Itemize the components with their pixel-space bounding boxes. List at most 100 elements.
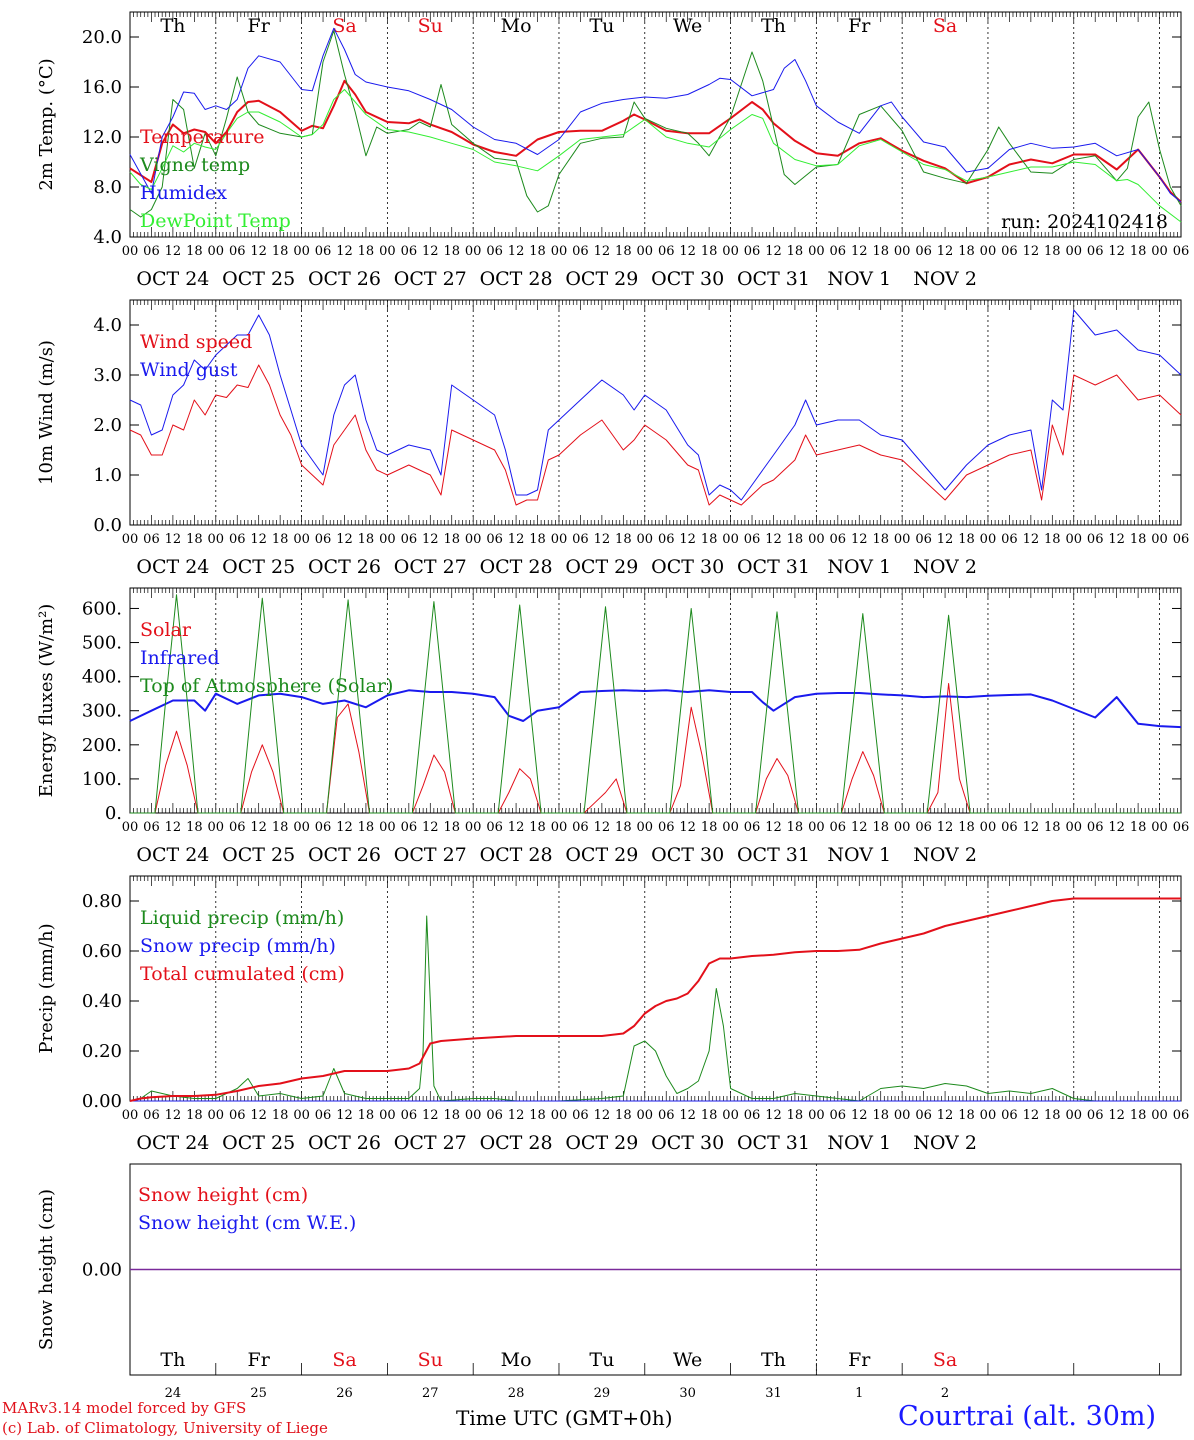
day-number: 28: [508, 1386, 525, 1401]
hour-label: 06: [915, 244, 932, 259]
panel-3: 0. 100. 200. 300. 400. 500. 600. Energy fluxes …: [36, 587, 1189, 866]
hour-label: 06: [658, 532, 675, 547]
hour-label: 12: [250, 244, 267, 259]
hour-label: 06: [744, 1108, 761, 1123]
hour-label: 00: [379, 244, 396, 259]
hour-label: 18: [186, 820, 203, 835]
date-label: OCT 29: [565, 844, 638, 866]
hour-label: 00: [465, 532, 482, 547]
y-tick-label: 20.0: [82, 27, 122, 48]
day-number: 26: [336, 1386, 353, 1401]
hour-label: 12: [250, 1108, 267, 1123]
hour-label: 12: [250, 820, 267, 835]
date-label: OCT 26: [308, 556, 381, 578]
hour-label: 00: [379, 532, 396, 547]
date-label: OCT 30: [651, 1132, 724, 1154]
hour-label: 18: [787, 1108, 804, 1123]
hour-label: 00: [379, 820, 396, 835]
hour-label: 00: [808, 532, 825, 547]
day-number: 25: [250, 1386, 267, 1401]
date-label: NOV 2: [913, 1132, 977, 1154]
hour-label: 12: [250, 532, 267, 547]
date-label: OCT 31: [737, 1132, 810, 1154]
hour-label: 12: [1023, 1108, 1040, 1123]
y-tick-label: 400.: [82, 667, 122, 688]
hour-label: 12: [336, 244, 353, 259]
date-label: NOV 1: [827, 556, 891, 578]
hour-label: 18: [958, 244, 975, 259]
hour-label: 18: [443, 1108, 460, 1123]
legend-entry: Liquid precip (mm/h): [140, 907, 344, 929]
date-label: OCT 31: [737, 556, 810, 578]
legend-entry: Solar: [140, 619, 192, 641]
day-name: Fr: [848, 15, 871, 37]
hour-label: 00: [551, 244, 568, 259]
hour-label: 12: [422, 1108, 439, 1123]
legend-entry: Snow precip (mm/h): [140, 935, 336, 957]
legend-entry: Vigne temp: [139, 154, 250, 176]
legend-entry: Temperature: [140, 126, 264, 148]
date-label: OCT 26: [308, 268, 381, 290]
day-number: 24: [165, 1386, 182, 1401]
hour-label: 00: [293, 1108, 310, 1123]
hour-label: 06: [572, 532, 589, 547]
date-label: NOV 2: [913, 268, 977, 290]
hour-label: 18: [272, 820, 289, 835]
hour-label: 06: [658, 1108, 675, 1123]
y-axis-label: Energy fluxes (W/m²): [36, 604, 57, 798]
legend-entry: DewPoint Temp: [140, 210, 291, 232]
day-name: Tu: [589, 1349, 614, 1371]
date-label: OCT 27: [394, 1132, 467, 1154]
day-number: 1: [855, 1386, 863, 1401]
hour-label: 00: [980, 1108, 997, 1123]
hour-label: 00: [722, 820, 739, 835]
hour-label: 12: [165, 244, 182, 259]
y-tick-label: 4.0: [93, 315, 122, 336]
y-axis-label: 2m Temp. (°C): [36, 58, 57, 190]
hour-label: 00: [551, 1108, 568, 1123]
y-axis-label: Snow height (cm): [36, 1189, 57, 1350]
hour-label: 06: [315, 532, 332, 547]
day-name: Tu: [589, 15, 614, 37]
day-name: Sa: [332, 1349, 356, 1371]
hour-label: 06: [658, 244, 675, 259]
hour-label: 18: [787, 244, 804, 259]
series-total-cumulated-cm-: [129, 897, 1181, 1102]
hour-label: 00: [980, 244, 997, 259]
hour-label: 00: [465, 820, 482, 835]
y-tick-label: 0.40: [82, 991, 122, 1012]
y-axis-label: Precip (mm/h): [36, 923, 57, 1053]
hour-label: 00: [208, 820, 225, 835]
date-label: NOV 2: [913, 556, 977, 578]
hour-label: 18: [615, 820, 632, 835]
hour-label: 18: [872, 244, 889, 259]
series-temperature: [129, 79, 1182, 203]
run-annotation: run: 2024102418: [1001, 211, 1168, 233]
hour-label: 00: [980, 820, 997, 835]
hour-label: 06: [572, 1108, 589, 1123]
hour-label: 12: [1108, 1108, 1125, 1123]
panel-1: 4.0 8.0 12.0 16.0 20.0 2m Temp. (°C) Th Fr Sa Su M…: [36, 11, 1189, 290]
day-name: Su: [418, 1349, 443, 1371]
date-label: NOV 2: [913, 844, 977, 866]
hour-label: 06: [1087, 532, 1104, 547]
hour-label: 18: [958, 1108, 975, 1123]
legend-entry: Wind speed: [140, 331, 252, 353]
hour-label: 06: [486, 532, 503, 547]
hour-label: 00: [637, 1108, 654, 1123]
hour-label: 06: [1001, 532, 1018, 547]
date-label: OCT 28: [480, 1132, 553, 1154]
date-label: NOV 1: [827, 844, 891, 866]
hour-label: 18: [358, 532, 375, 547]
hour-label: 06: [229, 244, 246, 259]
hour-label: 18: [1044, 1108, 1061, 1123]
location-label: Courtrai (alt. 30m): [898, 1401, 1157, 1432]
hour-label: 06: [572, 820, 589, 835]
date-label: OCT 24: [136, 1132, 209, 1154]
hour-label: 12: [1108, 820, 1125, 835]
hour-label: 12: [1023, 532, 1040, 547]
hour-label: 18: [1130, 820, 1147, 835]
hour-label: 00: [122, 820, 139, 835]
day-name: Sa: [933, 15, 957, 37]
series-humidex: [129, 27, 1182, 203]
